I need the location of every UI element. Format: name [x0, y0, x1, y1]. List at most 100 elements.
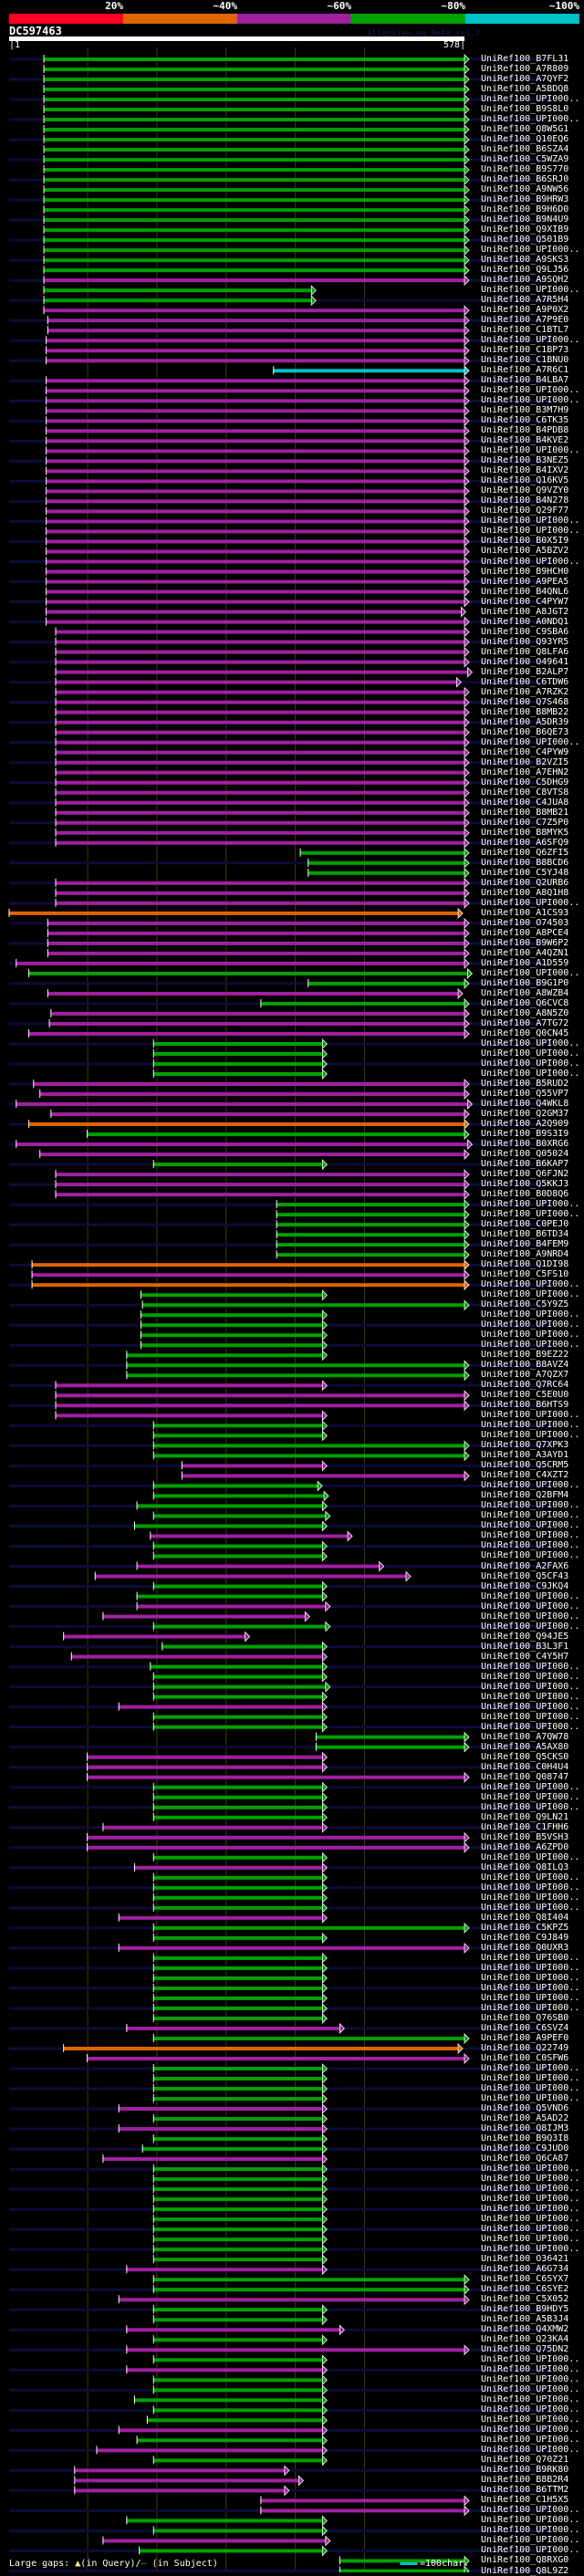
- hit-label[interactable]: UniRef100_UPI000..: [481, 2204, 580, 2215]
- hit-label[interactable]: UniRef100_A5AX80: [481, 1741, 569, 1752]
- hit-label[interactable]: UniRef100_UPI000..: [481, 2194, 580, 2205]
- hit-label[interactable]: UniRef100_C7Z5P0: [481, 817, 569, 828]
- hit-label[interactable]: UniRef100_Q7S468: [481, 696, 569, 707]
- hit-label[interactable]: UniRef100_A9SKS3: [481, 255, 569, 266]
- hit-label[interactable]: UniRef100_Q0UXR3: [481, 1942, 569, 1953]
- hit-label[interactable]: UniRef100_UPI000..: [481, 1048, 580, 1059]
- hit-label[interactable]: UniRef100_UPI000..: [481, 1430, 580, 1441]
- hit-label[interactable]: UniRef100_B8MYK5: [481, 827, 569, 838]
- hit-label[interactable]: UniRef100_C9JUD0: [481, 2143, 569, 2154]
- hit-label[interactable]: UniRef100_UPI000..: [481, 1330, 580, 1340]
- hit-label[interactable]: UniRef100_C1BTL7: [481, 325, 569, 336]
- hit-label[interactable]: UniRef100_UPI000..: [481, 1038, 580, 1048]
- hit-label[interactable]: UniRef100_UPI000..: [481, 1601, 580, 1611]
- hit-label[interactable]: UniRef100_UPI000..: [481, 2545, 580, 2556]
- hit-label[interactable]: UniRef100_A5BZV2: [481, 546, 569, 557]
- hit-label[interactable]: UniRef100_C4JUA8: [481, 797, 569, 808]
- hit-label[interactable]: UniRef100_A9NW56: [481, 184, 569, 195]
- hit-label[interactable]: UniRef100_A2FAX6: [481, 1560, 569, 1571]
- hit-label[interactable]: UniRef100_B6QE73: [481, 726, 569, 737]
- hit-label[interactable]: UniRef100_UPI000..: [481, 2515, 580, 2526]
- hit-label[interactable]: UniRef100_A5DR39: [481, 716, 569, 727]
- hit-label[interactable]: UniRef100_A8Q1H8: [481, 887, 569, 898]
- hit-label[interactable]: UniRef100_UPI000..: [481, 2063, 580, 2073]
- hit-label[interactable]: UniRef100_O74503: [481, 917, 569, 928]
- hit-label[interactable]: UniRef100_UPI000..: [481, 335, 580, 346]
- hit-label[interactable]: UniRef100_B0X5I9: [481, 536, 569, 547]
- hit-label[interactable]: UniRef100_UPI000..: [481, 1892, 580, 1903]
- hit-label[interactable]: UniRef100_B8AVZ4: [481, 1360, 569, 1371]
- hit-label[interactable]: UniRef100_A8WZB4: [481, 987, 569, 998]
- hit-label[interactable]: UniRef100_A9PEF0: [481, 2032, 569, 2043]
- hit-label[interactable]: UniRef100_C5YJ48: [481, 867, 569, 878]
- hit-label[interactable]: UniRef100_UPI000..: [481, 526, 580, 537]
- hit-label[interactable]: UniRef100_Q2GM37: [481, 1109, 569, 1120]
- hit-label[interactable]: UniRef100_UPI000..: [481, 1289, 580, 1300]
- hit-label[interactable]: UniRef100_UPI000..: [481, 1982, 580, 1993]
- hit-label[interactable]: UniRef100_B8BCD6: [481, 857, 569, 868]
- hit-label[interactable]: UniRef100_C0H4U4: [481, 1761, 569, 1772]
- hit-label[interactable]: UniRef100_A7RZK2: [481, 686, 569, 697]
- hit-label[interactable]: UniRef100_UPI000..: [481, 1972, 580, 1983]
- hit-label[interactable]: UniRef100_A7R809: [481, 64, 569, 74]
- hit-label[interactable]: UniRef100_B9G1P0: [481, 977, 569, 988]
- hit-label[interactable]: UniRef100_UPI000..: [481, 2073, 580, 2083]
- hit-label[interactable]: UniRef100_B6SZA4: [481, 144, 569, 155]
- hit-label[interactable]: UniRef100_UPI000..: [481, 1420, 580, 1431]
- hit-label[interactable]: UniRef100_C5X052: [481, 2294, 569, 2305]
- hit-label[interactable]: UniRef100_UPI000..: [481, 516, 580, 527]
- hit-label[interactable]: UniRef100_A5B3J4: [481, 2314, 569, 2325]
- hit-label[interactable]: UniRef100_UPI000..: [481, 2002, 580, 2013]
- hit-label[interactable]: UniRef100_A9SQH2: [481, 275, 569, 286]
- hit-label[interactable]: UniRef100_Q2BFM4: [481, 1490, 569, 1501]
- hit-label[interactable]: UniRef100_UPI000..: [481, 114, 580, 125]
- hit-label[interactable]: UniRef100_UPI000..: [481, 245, 580, 256]
- hit-label[interactable]: UniRef100_C6SYX7: [481, 2274, 569, 2285]
- hit-label[interactable]: UniRef100_UPI000..: [481, 1721, 580, 1732]
- hit-label[interactable]: UniRef100_UPI000..: [481, 1681, 580, 1692]
- hit-label[interactable]: UniRef100_UPI000..: [481, 1791, 580, 1802]
- hit-label[interactable]: UniRef100_Q7XPK3: [481, 1440, 569, 1451]
- hit-label[interactable]: UniRef100_B8B2R4: [481, 2475, 569, 2486]
- hit-label[interactable]: UniRef100_UPI000..: [481, 1691, 580, 1702]
- hit-label[interactable]: UniRef100_UPI000..: [481, 2404, 580, 2415]
- hit-label[interactable]: UniRef100_UPI000..: [481, 1711, 580, 1722]
- hit-label[interactable]: UniRef100_Q4XMW2: [481, 2324, 569, 2335]
- hit-label[interactable]: UniRef100_UPI000..: [481, 385, 580, 396]
- hit-label[interactable]: UniRef100_UPI000..: [481, 395, 580, 406]
- hit-label[interactable]: UniRef100_Q8ILQ3: [481, 1862, 569, 1872]
- hit-label[interactable]: UniRef100_B6HTS9: [481, 1400, 569, 1411]
- hit-label[interactable]: UniRef100_Q08747: [481, 1771, 569, 1782]
- hit-label[interactable]: UniRef100_Q93YR5: [481, 636, 569, 647]
- hit-label[interactable]: UniRef100_UPI000..: [481, 2214, 580, 2225]
- hit-label[interactable]: UniRef100_A0NDQ1: [481, 616, 569, 627]
- hit-label[interactable]: UniRef100_A7R6C1: [481, 365, 569, 376]
- hit-label[interactable]: UniRef100_UPI000..: [481, 1902, 580, 1913]
- hit-label[interactable]: UniRef100_UPI000..: [481, 1480, 580, 1491]
- hit-label[interactable]: UniRef100_C4PYW7: [481, 596, 569, 607]
- hit-label[interactable]: UniRef100_A3AYD1: [481, 1450, 569, 1461]
- hit-label[interactable]: UniRef100_UPI000..: [481, 94, 580, 105]
- hit-label[interactable]: UniRef100_UPI000..: [481, 2174, 580, 2185]
- hit-label[interactable]: UniRef100_Q9LN21: [481, 1811, 569, 1822]
- hit-label[interactable]: UniRef100_UPI000..: [481, 1962, 580, 1973]
- hit-label[interactable]: UniRef100_B3M7H9: [481, 405, 569, 416]
- hit-label[interactable]: UniRef100_B6KAP7: [481, 1159, 569, 1170]
- hit-label[interactable]: UniRef100_UPI000..: [481, 1701, 580, 1712]
- hit-label[interactable]: UniRef100_Q0CN45: [481, 1027, 569, 1038]
- hit-label[interactable]: UniRef100_Q6CVC8: [481, 997, 569, 1008]
- hit-label[interactable]: UniRef100_Q8W5G1: [481, 124, 569, 135]
- hit-label[interactable]: UniRef100_B8MB21: [481, 807, 569, 818]
- hit-label[interactable]: UniRef100_UPI000..: [481, 2244, 580, 2255]
- hit-label[interactable]: UniRef100_Q5VND6: [481, 2103, 569, 2114]
- hit-label[interactable]: UniRef100_Q8LFA6: [481, 646, 569, 657]
- hit-label[interactable]: UniRef100_UPI000..: [481, 2445, 580, 2456]
- hit-label[interactable]: UniRef100_UPI000..: [481, 2435, 580, 2446]
- hit-label[interactable]: UniRef100_B9H6D0: [481, 204, 569, 215]
- hit-label[interactable]: UniRef100_UPI000..: [481, 1309, 580, 1320]
- hit-label[interactable]: UniRef100_UPI000..: [481, 1279, 580, 1290]
- hit-label[interactable]: UniRef100_B4FEM9: [481, 1239, 569, 1250]
- hit-label[interactable]: UniRef100_A8JGT2: [481, 606, 569, 617]
- hit-label[interactable]: UniRef100_UPI000..: [481, 2505, 580, 2516]
- hit-label[interactable]: UniRef100_UPI000..: [481, 1340, 580, 1351]
